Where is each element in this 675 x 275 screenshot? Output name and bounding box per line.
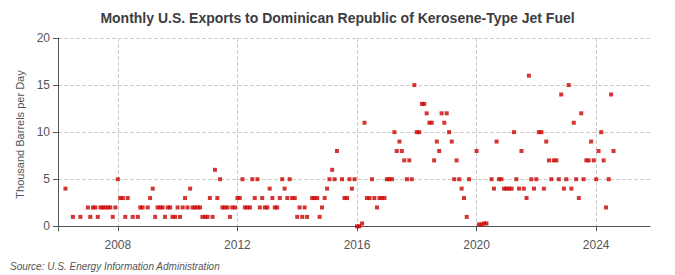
svg-text:2016: 2016 [344, 238, 371, 252]
svg-text:2020: 2020 [463, 238, 490, 252]
svg-text:0: 0 [43, 219, 50, 233]
svg-text:2024: 2024 [583, 238, 610, 252]
svg-text:Monthly U.S. Exports to Domini: Monthly U.S. Exports to Dominican Republ… [100, 10, 574, 26]
svg-text:5: 5 [43, 172, 50, 186]
svg-text:15: 15 [37, 78, 51, 92]
svg-text:20: 20 [37, 31, 51, 45]
svg-text:2012: 2012 [224, 238, 251, 252]
svg-text:2008: 2008 [104, 238, 131, 252]
svg-text:Thousand Barrels per Day: Thousand Barrels per Day [14, 70, 26, 199]
svg-text:10: 10 [37, 125, 51, 139]
svg-text:Source: U.S. Energy Informatio: Source: U.S. Energy Information Administ… [10, 261, 220, 272]
